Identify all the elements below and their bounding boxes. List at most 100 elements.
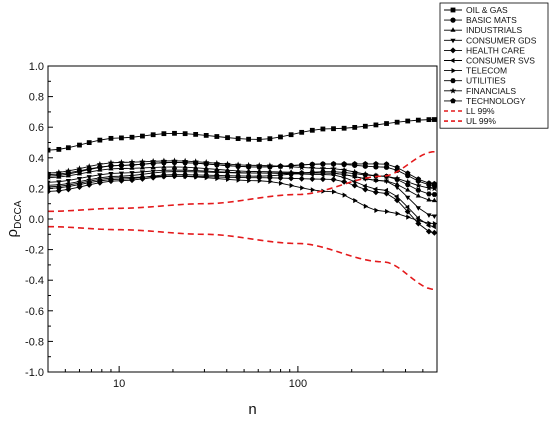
y-tick-label: -0.8	[25, 336, 44, 348]
data-point-technology	[192, 160, 199, 166]
y-tick-label: 0.6	[29, 122, 44, 134]
data-point-telecom	[416, 218, 422, 224]
data-point-technology	[415, 176, 422, 182]
data-point-consumer-gds	[76, 176, 83, 182]
data-point-utilities	[150, 173, 156, 179]
data-point-financials	[107, 159, 115, 166]
data-point-technology	[76, 168, 83, 175]
legend-entry-ll-99: LL 99%	[444, 106, 495, 116]
data-point-consumer-gds	[431, 214, 437, 219]
data-point-telecom	[310, 187, 316, 193]
plot-area	[48, 117, 437, 291]
data-point-health-care	[351, 182, 358, 189]
data-point-technology	[351, 161, 358, 167]
data-point-oil-and-gas	[214, 134, 220, 139]
data-point-oil-and-gas	[341, 125, 347, 131]
data-point-telecom	[289, 182, 295, 189]
data-point-technology	[277, 163, 284, 169]
data-point-health-care	[425, 228, 432, 235]
legend-box	[439, 2, 549, 129]
data-point-oil-and-gas	[56, 146, 62, 152]
data-point-utilities	[139, 174, 146, 180]
data-point-utilities	[309, 169, 316, 175]
legend-marker	[450, 27, 456, 32]
data-point-health-care	[298, 175, 305, 182]
data-point-technology	[426, 180, 432, 186]
data-point-industrials	[415, 193, 421, 198]
data-point-consumer-gds	[352, 175, 358, 180]
legend-entry-telecom: TELECOM	[444, 66, 507, 76]
data-point-oil-and-gas	[288, 132, 294, 138]
data-point-consumer-svs	[351, 179, 357, 185]
data-point-oil-and-gas	[203, 132, 209, 138]
data-point-health-care	[341, 178, 348, 185]
data-point-oil-and-gas	[150, 132, 156, 138]
data-point-financials	[128, 158, 136, 165]
data-point-technology	[320, 161, 326, 167]
legend-entry-health-care: HEALTH CARE	[444, 45, 525, 55]
data-point-utilities	[214, 173, 220, 178]
data-point-consumer-svs	[394, 194, 399, 200]
data-point-industrials	[203, 165, 209, 171]
legend-entry-consumer-svs: CONSUMER SVS	[444, 56, 535, 66]
data-point-health-care	[330, 176, 337, 183]
y-tick-label: 0.4	[29, 153, 44, 165]
legend-entry-ul-99: UL 99%	[444, 116, 496, 126]
data-point-utilities	[426, 191, 432, 197]
data-point-consumer-svs	[383, 187, 389, 193]
data-point-consumer-gds	[394, 185, 400, 191]
data-point-utilities	[76, 182, 83, 187]
data-point-telecom	[353, 197, 358, 204]
series-health-care	[48, 173, 437, 236]
y-axis-title-main: ρ	[4, 229, 21, 238]
data-point-utilities	[288, 171, 294, 177]
data-point-technology	[288, 162, 294, 168]
data-point-consumer-gds	[415, 206, 421, 211]
data-point-oil-and-gas	[77, 142, 82, 148]
data-point-telecom	[300, 185, 305, 191]
data-point-technology	[383, 161, 390, 167]
data-point-technology	[48, 173, 51, 179]
data-point-telecom	[247, 177, 252, 184]
data-point-oil-and-gas	[225, 135, 230, 141]
data-point-industrials	[150, 164, 156, 169]
data-point-industrials	[161, 164, 167, 169]
data-point-technology	[362, 161, 369, 167]
y-axis-title: ρDCCA	[4, 200, 24, 237]
series-line-ll-99	[48, 150, 437, 213]
legend-label: CONSUMER GDS	[466, 35, 537, 45]
data-point-consumer-gds	[86, 175, 92, 180]
data-point-utilities	[277, 172, 284, 178]
data-point-telecom	[432, 220, 437, 227]
y-tick-label: -0.4	[25, 275, 44, 287]
legend-marker	[450, 7, 456, 13]
data-point-technology	[298, 162, 305, 168]
legend-entry-industrials: INDUSTRIALS	[444, 25, 523, 35]
data-point-oil-and-gas	[65, 145, 71, 151]
data-point-telecom	[374, 207, 379, 213]
series-oil-and-gas	[48, 117, 437, 153]
data-point-technology	[56, 172, 62, 178]
data-point-financials	[118, 159, 125, 166]
data-point-utilities	[192, 172, 199, 178]
data-point-consumer-svs	[341, 174, 346, 181]
data-point-oil-and-gas	[309, 127, 315, 133]
data-point-utilities	[245, 173, 252, 179]
legend-entry-consumer-gds: CONSUMER GDS	[444, 35, 537, 45]
x-tick-label: 10	[113, 378, 125, 390]
data-point-technology	[203, 161, 209, 167]
data-point-industrials	[405, 187, 411, 192]
data-point-utilities	[65, 184, 72, 189]
data-point-consumer-gds	[65, 178, 71, 184]
data-point-financials	[319, 165, 327, 172]
data-point-financials	[372, 172, 380, 179]
data-point-technology	[341, 161, 347, 167]
data-point-utilities	[203, 172, 209, 178]
data-point-technology	[129, 162, 135, 168]
data-point-utilities	[431, 192, 437, 197]
data-point-telecom	[257, 178, 263, 184]
data-point-telecom	[385, 208, 390, 215]
legend-label: FINANCIALS	[466, 86, 516, 96]
data-point-telecom	[236, 177, 242, 183]
data-point-industrials	[182, 164, 188, 169]
